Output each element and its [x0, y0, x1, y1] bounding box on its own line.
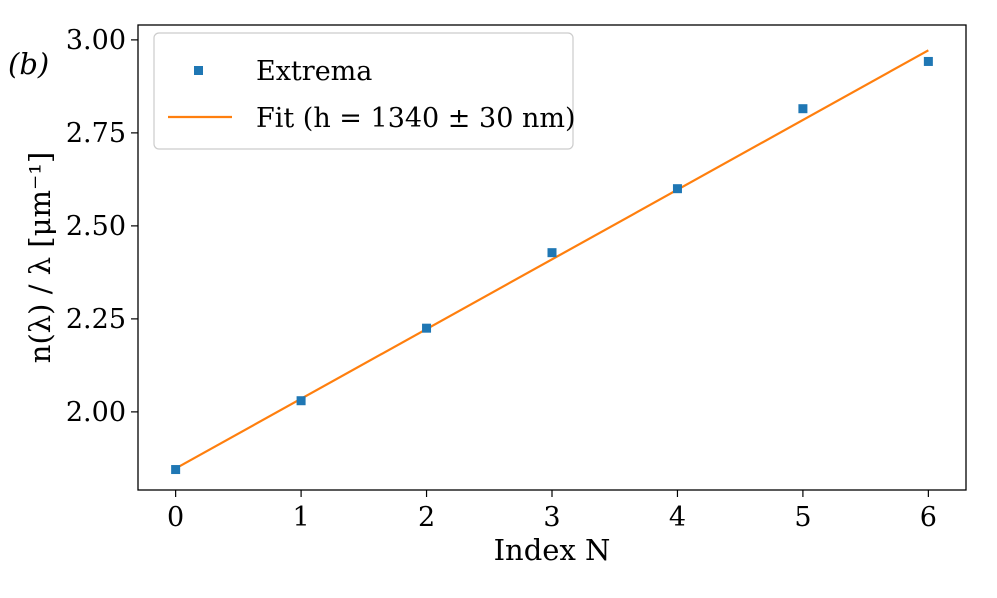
y-tick-label: 2.00	[66, 397, 126, 428]
extrema-point	[923, 56, 933, 66]
x-tick-label: 3	[543, 502, 560, 533]
extrema-point	[296, 396, 306, 406]
x-axis-title: Index N	[494, 533, 611, 567]
x-tick-label: 5	[794, 502, 811, 533]
x-tick-label: 1	[292, 502, 309, 533]
legend: Extrema Fit (h = 1340 ± 30 nm)	[153, 32, 575, 150]
x-tick-label: 0	[167, 502, 184, 533]
extrema-point	[171, 465, 181, 475]
y-tick-label: 3.00	[66, 25, 126, 56]
legend-marker-extrema	[194, 66, 203, 75]
x-tick-label: 2	[418, 502, 435, 533]
data-layer	[171, 49, 933, 475]
panel-label: (b)	[8, 47, 49, 81]
ticks-layer: 0 1 2 3 4 5 6 2.00 2.25 2.50 2.75 3.00	[66, 25, 937, 533]
legend-label-fit: Fit (h = 1340 ± 30 nm)	[256, 103, 575, 134]
extrema-point	[672, 184, 682, 194]
extrema-point	[422, 323, 432, 333]
y-axis-title: n(λ) / λ [μm⁻¹]	[23, 152, 57, 363]
y-tick-label: 2.75	[66, 118, 126, 149]
y-tick-label: 2.50	[66, 211, 126, 242]
y-tick-label: 2.25	[66, 304, 126, 335]
legend-label-extrema: Extrema	[256, 56, 372, 87]
extrema-point	[798, 104, 808, 114]
x-tick-label: 4	[669, 502, 686, 533]
legend-box	[153, 32, 574, 150]
x-tick-label: 6	[920, 502, 937, 533]
extrema-point	[547, 248, 557, 258]
